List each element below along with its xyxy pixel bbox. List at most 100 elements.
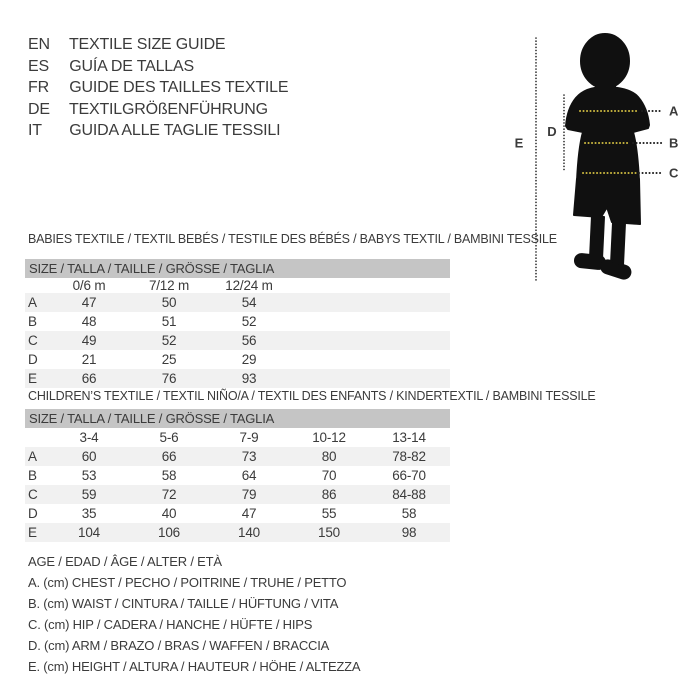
cell-value: 79	[241, 487, 257, 502]
legend-hip-line: C. (cm) HIP / CADERA / HANCHE / HÜFTE / …	[28, 617, 313, 632]
children-section-heading: CHILDREN’S TEXTILE / TEXTIL NIÑO/A / TEX…	[28, 389, 596, 403]
row-label: C	[28, 333, 38, 348]
language-code: DE	[28, 100, 50, 118]
legend-height-line: E. (cm) HEIGHT / ALTURA / HAUTEUR / HÖHE…	[28, 659, 361, 674]
table-row: E 66 76 93	[25, 369, 450, 388]
cell-value: 52	[241, 314, 257, 329]
cell-value: 47	[241, 506, 257, 521]
cell-value: 86	[321, 487, 337, 502]
language-row-fr: FR GUIDE DES TAILLES TEXTILE	[28, 77, 289, 99]
cell-value: 66-70	[392, 468, 426, 483]
empty-cell	[289, 369, 369, 388]
children-column-header: 3-4	[79, 430, 99, 445]
cell-value: 55	[321, 506, 337, 521]
empty-cell	[25, 428, 49, 447]
row-label: B	[28, 468, 37, 483]
row-label: E	[28, 371, 37, 386]
cell-value: 58	[401, 506, 417, 521]
cell-value: 52	[161, 333, 177, 348]
cell-value: 54	[241, 295, 257, 310]
empty-cell	[369, 293, 449, 312]
row-label: D	[28, 506, 38, 521]
empty-cell	[289, 278, 369, 293]
figure-label-c: C	[669, 166, 679, 181]
cell-value: 35	[81, 506, 97, 521]
cell-value: 66	[81, 371, 97, 386]
cell-value: 76	[161, 371, 177, 386]
language-code: FR	[28, 79, 49, 96]
cell-value: 70	[321, 468, 337, 483]
cell-value: 78-82	[392, 449, 426, 464]
babies-column-header: 0/6 m	[72, 278, 106, 293]
row-label: D	[28, 352, 38, 367]
children-size-header-bar: SIZE / TALLA / TAILLE / GRÖSSE / TAGLIA	[25, 409, 450, 428]
language-row-es: ES GUÍA DE TALLAS	[28, 56, 288, 78]
cell-value: 104	[78, 525, 100, 540]
empty-cell	[289, 350, 369, 369]
figure-label-b: B	[669, 136, 678, 151]
table-row: A 60 66 73 80 78-82	[25, 447, 450, 466]
babies-size-header-bar: SIZE / TALLA / TAILLE / GRÖSSE / TAGLIA	[25, 259, 450, 278]
children-column-header: 10-12	[312, 430, 346, 445]
children-textile-section: CHILDREN’S TEXTILE / TEXTIL NIÑO/A / TEX…	[25, 389, 596, 542]
empty-cell	[369, 350, 449, 369]
cell-value: 25	[161, 352, 177, 367]
legend-age-line: AGE / EDAD / ÂGE / ALTER / ETÀ	[28, 554, 222, 569]
cell-value: 58	[161, 468, 177, 483]
cell-value: 150	[318, 525, 340, 540]
cell-value: 21	[81, 352, 97, 367]
babies-textile-section: BABIES TEXTILE / TEXTIL BEBÉS / TESTILE …	[25, 232, 557, 388]
figure-label-a: A	[669, 104, 679, 119]
cell-value: 51	[161, 314, 177, 329]
table-row: E 104 106 140 150 98	[25, 523, 450, 542]
legend-waist-line: B. (cm) WAIST / CINTURA / TAILLE / HÜFTU…	[28, 596, 339, 611]
babies-column-header: 7/12 m	[148, 278, 190, 293]
table-row: B 53 58 64 70 66-70	[25, 466, 450, 485]
language-row-it: IT GUIDA ALLE TAGLIE TESSILI	[28, 120, 288, 142]
legend-arm-line: D. (cm) ARM / BRAZO / BRAS / WAFFEN / BR…	[28, 638, 330, 653]
table-row: C 59 72 79 86 84-88	[25, 485, 450, 504]
cell-value: 60	[81, 449, 97, 464]
cell-value: 84-88	[392, 487, 426, 502]
table-row: C 49 52 56	[25, 331, 450, 350]
cell-value: 59	[81, 487, 97, 502]
children-column-header-row: 3-4 5-6 7-9 10-12 13-14	[25, 428, 450, 447]
language-title-list: EN TEXTILE SIZE GUIDE ES GUÍA DE TALLAS …	[28, 34, 289, 142]
babies-column-header-row: 0/6 m 7/12 m 12/24 m	[25, 278, 450, 293]
cell-value: 48	[81, 314, 97, 329]
legend-chest-line: A. (cm) CHEST / PECHO / POITRINE / TRUHE…	[28, 575, 347, 590]
language-title: GUIDE DES TAILLES TEXTILE	[69, 79, 289, 96]
empty-cell	[369, 331, 449, 350]
empty-cell	[289, 293, 369, 312]
children-column-header: 13-14	[392, 430, 426, 445]
language-row-de: DE TEXTILGRÖßENFÜHRUNG	[28, 99, 288, 121]
language-title: GUIDA ALLE TAGLIE TESSILI	[69, 122, 281, 139]
cell-value: 50	[161, 295, 177, 310]
cell-value: 64	[241, 468, 257, 483]
cell-value: 40	[161, 506, 177, 521]
row-label: B	[28, 314, 37, 329]
language-code: IT	[28, 122, 42, 139]
children-column-header: 7-9	[239, 430, 259, 445]
babies-column-header: 12/24 m	[225, 278, 273, 293]
table-row: D 21 25 29	[25, 350, 450, 369]
row-label: A	[28, 295, 37, 310]
empty-cell	[289, 331, 369, 350]
language-title: GUÍA DE TALLAS	[69, 57, 194, 75]
empty-cell	[369, 278, 449, 293]
language-row-en: EN TEXTILE SIZE GUIDE	[28, 34, 288, 56]
figure-label-e: E	[515, 136, 524, 151]
figure-label-d: D	[547, 124, 556, 139]
cell-value: 72	[161, 487, 177, 502]
row-label: A	[28, 449, 37, 464]
children-column-header: 5-6	[159, 430, 179, 445]
table-row: D 35 40 47 55 58	[25, 504, 450, 523]
language-code: EN	[28, 36, 50, 53]
child-silhouette-icon	[565, 33, 650, 280]
cell-value: 47	[81, 295, 97, 310]
cell-value: 66	[161, 449, 177, 464]
babies-section-heading: BABIES TEXTILE / TEXTIL BEBÉS / TESTILE …	[28, 232, 557, 246]
cell-value: 49	[81, 333, 97, 348]
cell-value: 98	[401, 525, 417, 540]
